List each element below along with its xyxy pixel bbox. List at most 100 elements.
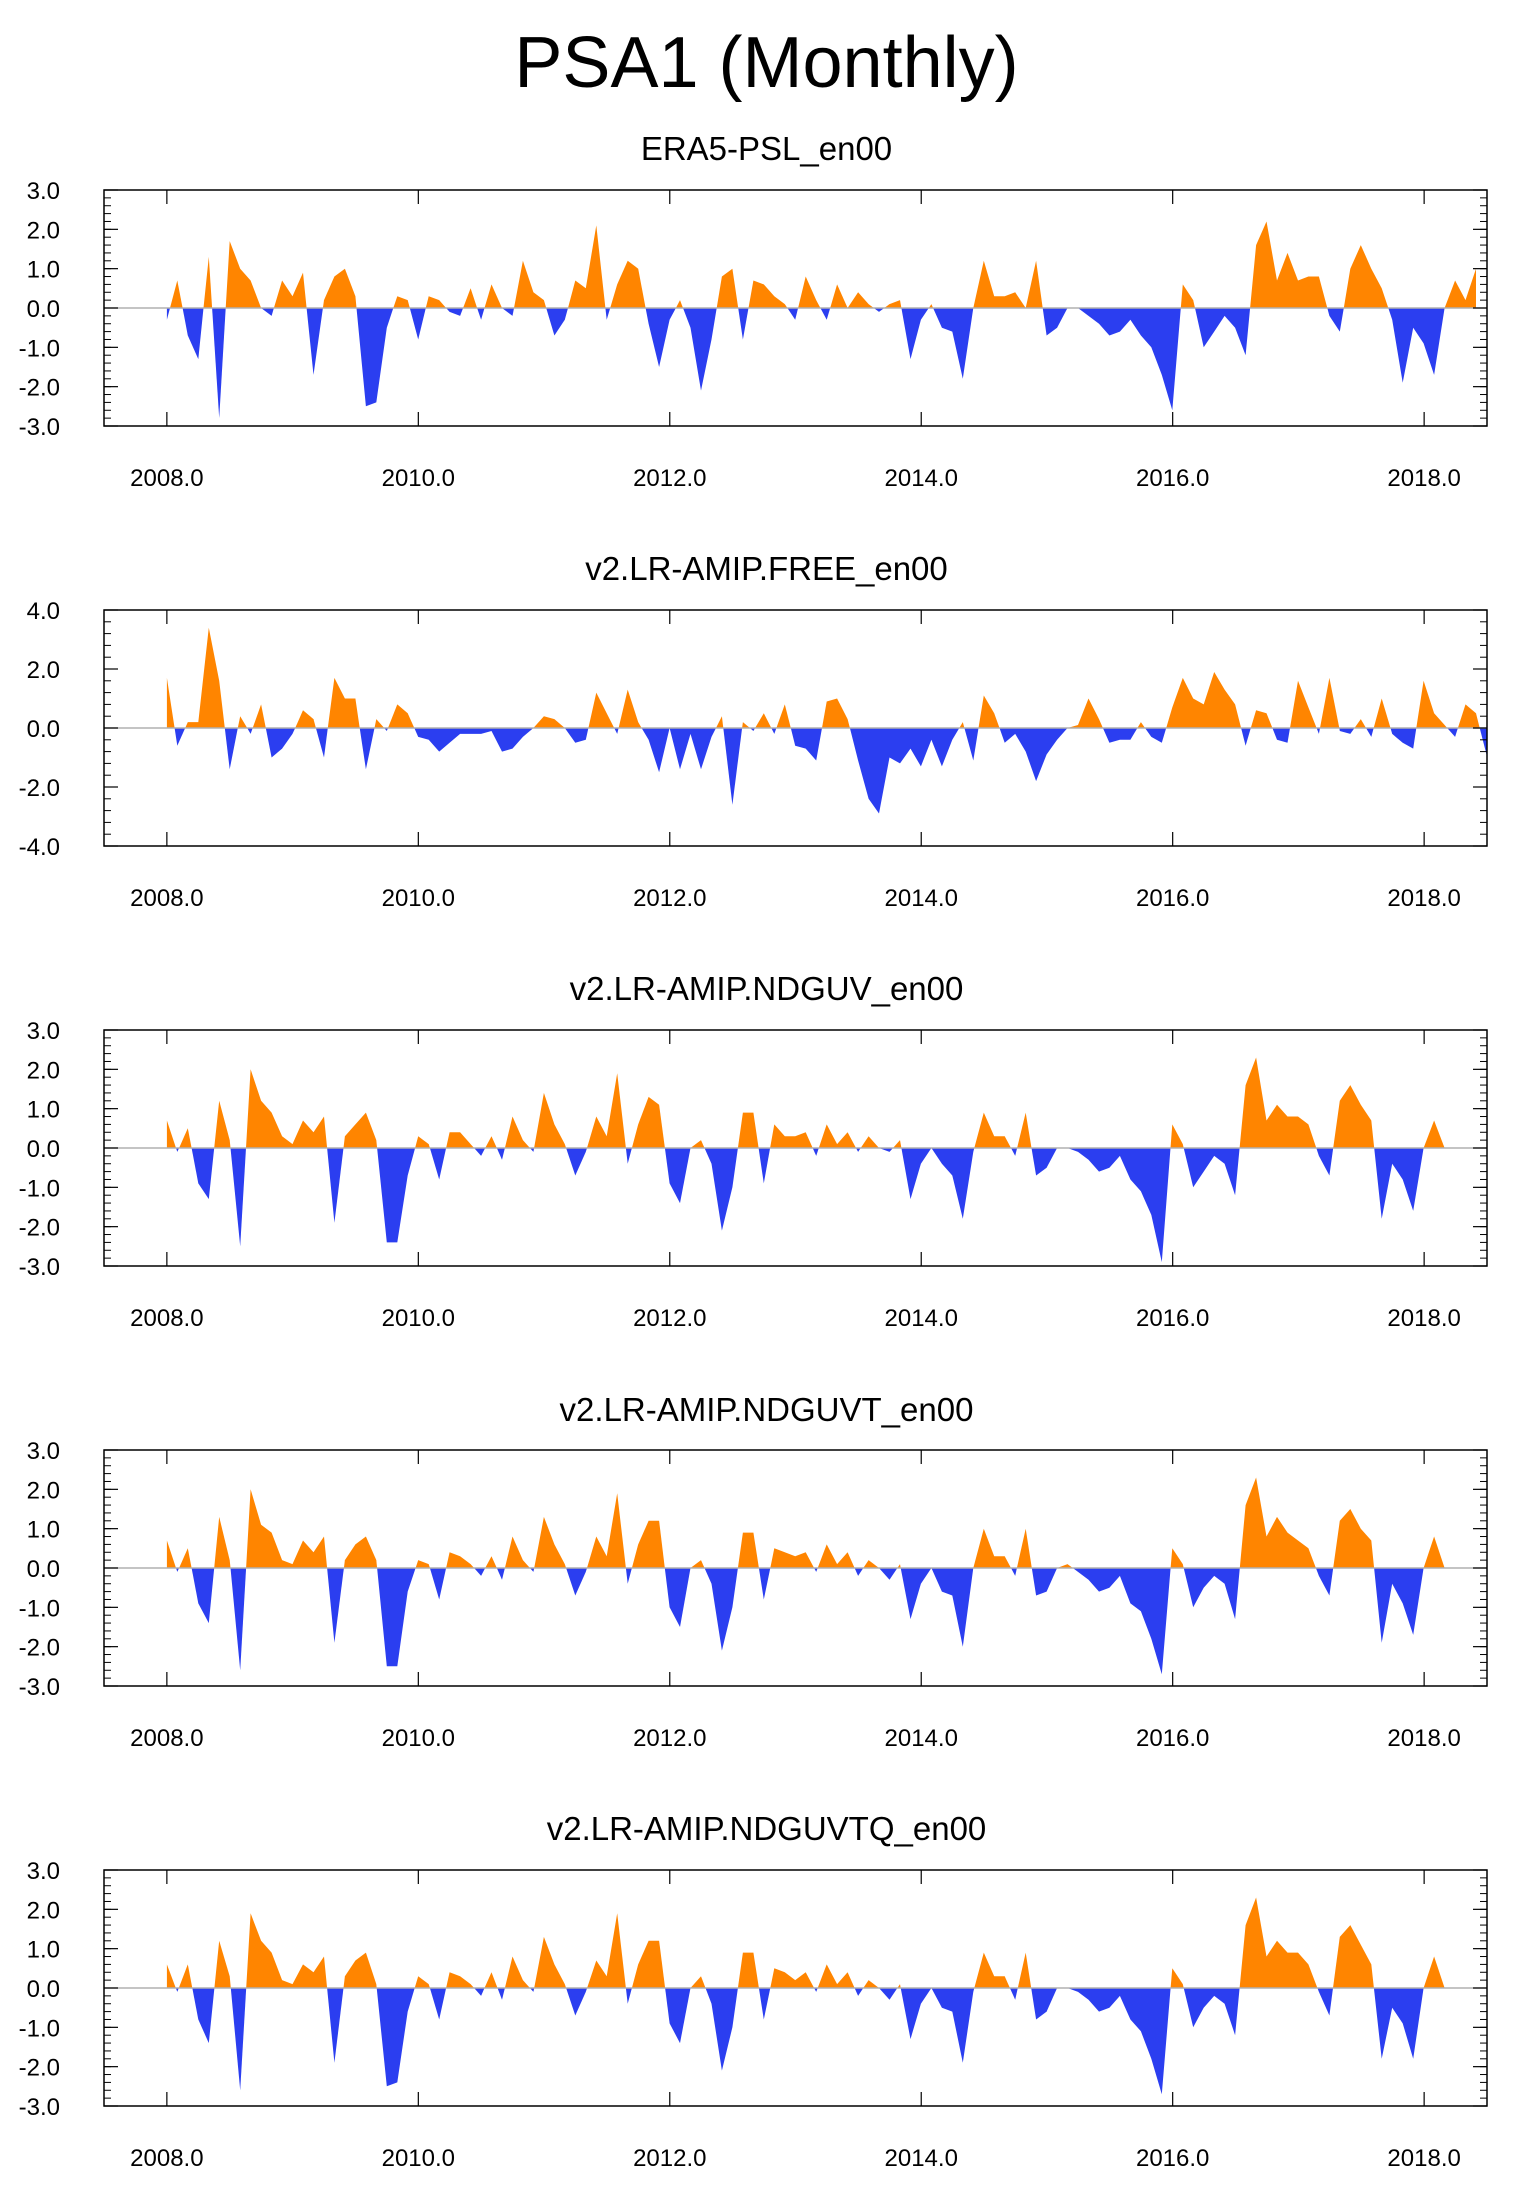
negative-area-1 — [182, 308, 204, 360]
positive-area-0 — [166, 1964, 176, 1988]
axis-ticks — [104, 609, 1487, 847]
negative-area-15 — [854, 1568, 864, 1576]
negative-area-21 — [1072, 1568, 1171, 1675]
y-tick-label: 3.0 — [27, 1858, 60, 1885]
x-tick-label: 2018.0 — [1387, 1725, 1460, 1752]
negative-area-17 — [900, 1988, 932, 2040]
panel-title-5: v2.LR-AMIP.NDGUVTQ_en00 — [546, 1810, 987, 1847]
positive-area-9 — [534, 1936, 567, 1988]
chart-panel-3: -3.0 -2.0 -1.0 0.0 1.0 2.0 3.0 2008.0 2010.0 2012… — [19, 1018, 1488, 1332]
negative-area-14 — [738, 308, 749, 340]
positive-area-26 — [1416, 680, 1448, 728]
positive-area-19 — [1017, 1952, 1032, 1988]
y-tick-label: 4.0 — [27, 598, 60, 625]
negative-area-6 — [409, 308, 426, 340]
x-tick-label: 2018.0 — [1387, 2145, 1460, 2172]
positive-area-7 — [485, 1556, 497, 1568]
y-tick-label: -3.0 — [19, 414, 60, 441]
negative-area-1 — [224, 728, 238, 770]
negative-area-13 — [758, 1148, 771, 1184]
positive-area-21 — [1239, 1057, 1317, 1148]
y-tick-label: -2.0 — [19, 1215, 60, 1242]
negative-area-27 — [1447, 728, 1458, 737]
positive-area-22 — [1290, 680, 1317, 728]
positive-area-13 — [716, 268, 739, 308]
negative-area-10 — [625, 1148, 632, 1164]
positive-area-24 — [1343, 245, 1389, 308]
negative-area-9 — [566, 1988, 588, 2016]
negative-area-6 — [474, 1148, 486, 1156]
negative-area-1 — [191, 1148, 215, 1200]
negative-area-12 — [645, 308, 676, 367]
y-tick-label: 2.0 — [27, 1897, 60, 1924]
positive-area-3 — [246, 1489, 328, 1568]
positive-area-2 — [214, 1940, 231, 1988]
negative-area-22 — [1183, 1988, 1240, 2036]
area-fills — [166, 1477, 1445, 1675]
negative-area-10 — [546, 308, 568, 336]
positive-area-12 — [742, 722, 750, 728]
positive-area-16 — [959, 722, 965, 728]
negative-area-16 — [849, 728, 960, 814]
x-tick-label: 2012.0 — [633, 1725, 706, 1752]
x-tick-label: 2016.0 — [1136, 885, 1209, 912]
negative-area-11 — [605, 308, 611, 320]
negative-area-20 — [1031, 1568, 1058, 1596]
positive-area-8 — [504, 1536, 530, 1568]
positive-area-20 — [1170, 1124, 1184, 1148]
x-tick-label: 2014.0 — [885, 465, 958, 492]
positive-area-1 — [179, 1128, 192, 1148]
x-tick-label: 2014.0 — [885, 2145, 958, 2172]
positive-area-17 — [893, 1140, 902, 1148]
positive-area-2 — [214, 1100, 231, 1148]
negative-area-0 — [174, 728, 186, 746]
negative-area-15 — [787, 308, 799, 320]
positive-area-27 — [1457, 704, 1480, 728]
positive-area-0 — [166, 1540, 176, 1568]
x-tick-label: 2014.0 — [885, 885, 958, 912]
negative-area-23 — [1317, 1988, 1333, 2016]
positive-area-15 — [798, 276, 821, 308]
positive-area-14 — [770, 1124, 813, 1148]
negative-area-11 — [665, 1988, 691, 2044]
positive-area-7 — [484, 1972, 498, 1988]
x-tick-label: 2016.0 — [1136, 465, 1209, 492]
positive-area-5 — [327, 677, 360, 728]
negative-area-18 — [999, 728, 1068, 782]
positive-area-9 — [534, 1092, 567, 1148]
negative-area-22 — [1272, 728, 1290, 743]
y-tick-label: -2.0 — [19, 1635, 60, 1662]
positive-area-23 — [1423, 1120, 1445, 1148]
negative-area-4 — [377, 1568, 416, 1667]
negative-area-13 — [758, 1988, 771, 2020]
positive-area-25 — [1373, 698, 1391, 728]
y-tick-label: 1.0 — [27, 1937, 60, 1964]
y-tick-label: -3.0 — [19, 1254, 60, 1281]
negative-area-25 — [1366, 728, 1374, 737]
positive-area-21 — [1025, 260, 1043, 308]
negative-area-2 — [212, 308, 226, 419]
x-tick-label: 2008.0 — [130, 1725, 203, 1752]
negative-area-4 — [306, 308, 323, 375]
y-tick-label: 0.0 — [27, 716, 60, 743]
positive-area-5 — [415, 1136, 430, 1148]
positive-area-11 — [631, 1520, 665, 1568]
axis-ticks — [104, 1449, 1487, 1687]
positive-area-4 — [295, 710, 316, 728]
y-tick-label: -3.0 — [19, 1674, 60, 1701]
positive-area-10 — [587, 1493, 626, 1568]
negative-area-21 — [1078, 308, 1181, 411]
positive-area-3 — [246, 1069, 328, 1148]
negative-area-12 — [704, 1148, 738, 1231]
chart-panel-5: -3.0 -2.0 -1.0 0.0 1.0 2.0 3.0 2008.0 2010.0 2012… — [19, 1858, 1488, 2172]
negative-area-17 — [900, 1568, 932, 1620]
x-tick-label: 2012.0 — [633, 465, 706, 492]
positive-area-11 — [716, 716, 724, 728]
positive-area-10 — [618, 689, 642, 728]
positive-area-9 — [588, 692, 615, 728]
positive-area-18 — [974, 1112, 1011, 1148]
y-tick-label: 0.0 — [27, 1136, 60, 1163]
y-tick-label: -1.0 — [19, 1175, 60, 1202]
negative-area-19 — [1011, 1148, 1018, 1156]
